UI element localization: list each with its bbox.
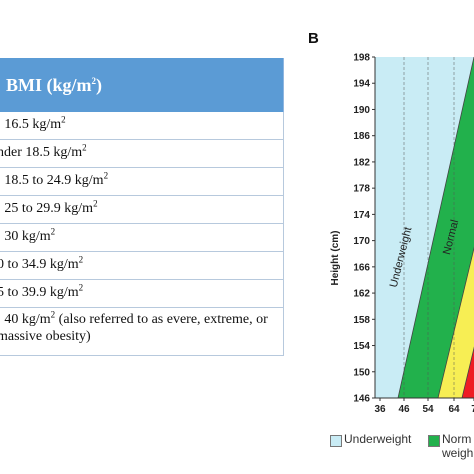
legend-label-underweight: Underweight [344, 432, 412, 446]
y-tick-label: 150 [353, 367, 370, 378]
y-axis-label: Height (cm) [330, 231, 341, 286]
y-tick-label: 154 [353, 341, 370, 352]
table-cell: 0 to 34.9 kg/m2 [0, 254, 84, 272]
table-row: : 18.5 to 24.9 kg/m2 [0, 168, 284, 196]
legend-swatch-normal [428, 435, 440, 447]
table-cell: : 25 to 29.9 kg/m2 [0, 198, 98, 216]
table-row: 0 to 34.9 kg/m2 [0, 252, 284, 280]
y-tick-label: 170 [353, 236, 370, 247]
table-header: BMI (kg/m2) [0, 58, 284, 112]
x-tick-label: 7 [471, 404, 474, 415]
legend-label-normal: Norm [442, 432, 472, 446]
panel-label-b: B [308, 30, 319, 47]
x-tick-label: 54 [422, 404, 434, 415]
table-cell: : 30 kg/m2 [0, 226, 56, 244]
table-cell: nder 18.5 kg/m2 [0, 142, 87, 160]
y-tick-label: 166 [353, 262, 370, 273]
table-cell: : 18.5 to 24.9 kg/m2 [0, 170, 109, 188]
y-tick-label: 178 [353, 184, 370, 195]
table-row: : 16.5 kg/m2 [0, 112, 284, 140]
x-tick-label: 46 [398, 404, 410, 415]
table-row: : 40 kg/m2 (also referred to as evere, e… [0, 308, 284, 356]
table-row: : 25 to 29.9 kg/m2 [0, 196, 284, 224]
chart-grid [403, 57, 455, 398]
y-tick-label: 162 [353, 289, 370, 300]
y-tick-label: 146 [353, 394, 370, 405]
y-tick-label: 158 [353, 315, 370, 326]
legend-swatch-underweight [330, 435, 342, 447]
x-tick-label: 64 [448, 404, 460, 415]
table-row: nder 18.5 kg/m2 [0, 140, 284, 168]
bmi-table: BMI (kg/m2) : 16.5 kg/m2 nder 18.5 kg/m2… [0, 58, 284, 356]
chart-legend: Underweight Norm weigh [330, 432, 474, 472]
y-tick-label: 174 [353, 210, 370, 221]
legend-label-normal-2: weigh [442, 446, 474, 460]
y-tick-label: 182 [353, 157, 370, 168]
band-boundary-1 [437, 246, 474, 399]
table-cell: 5 to 39.9 kg/m2 [0, 282, 84, 300]
y-tick-label: 186 [353, 131, 370, 142]
table-cell: : 16.5 kg/m2 [0, 114, 66, 132]
chart-bands [375, 56, 474, 399]
x-tick-label: 36 [374, 404, 386, 415]
table-row: : 30 kg/m2 [0, 224, 284, 252]
y-tick-label: 198 [353, 53, 370, 64]
y-tick-label: 194 [353, 79, 370, 90]
table-row: 5 to 39.9 kg/m2 [0, 280, 284, 308]
table-cell: : 40 kg/m2 (also referred to as evere, e… [0, 309, 268, 344]
band-boundary-0 [397, 56, 474, 399]
chart-axes: 146 150 154 158 162 166 170 174 178 182 186 190 194 1… [353, 53, 474, 415]
y-tick-label: 190 [353, 105, 370, 116]
table-header-text: BMI (kg/m2) [6, 74, 102, 95]
